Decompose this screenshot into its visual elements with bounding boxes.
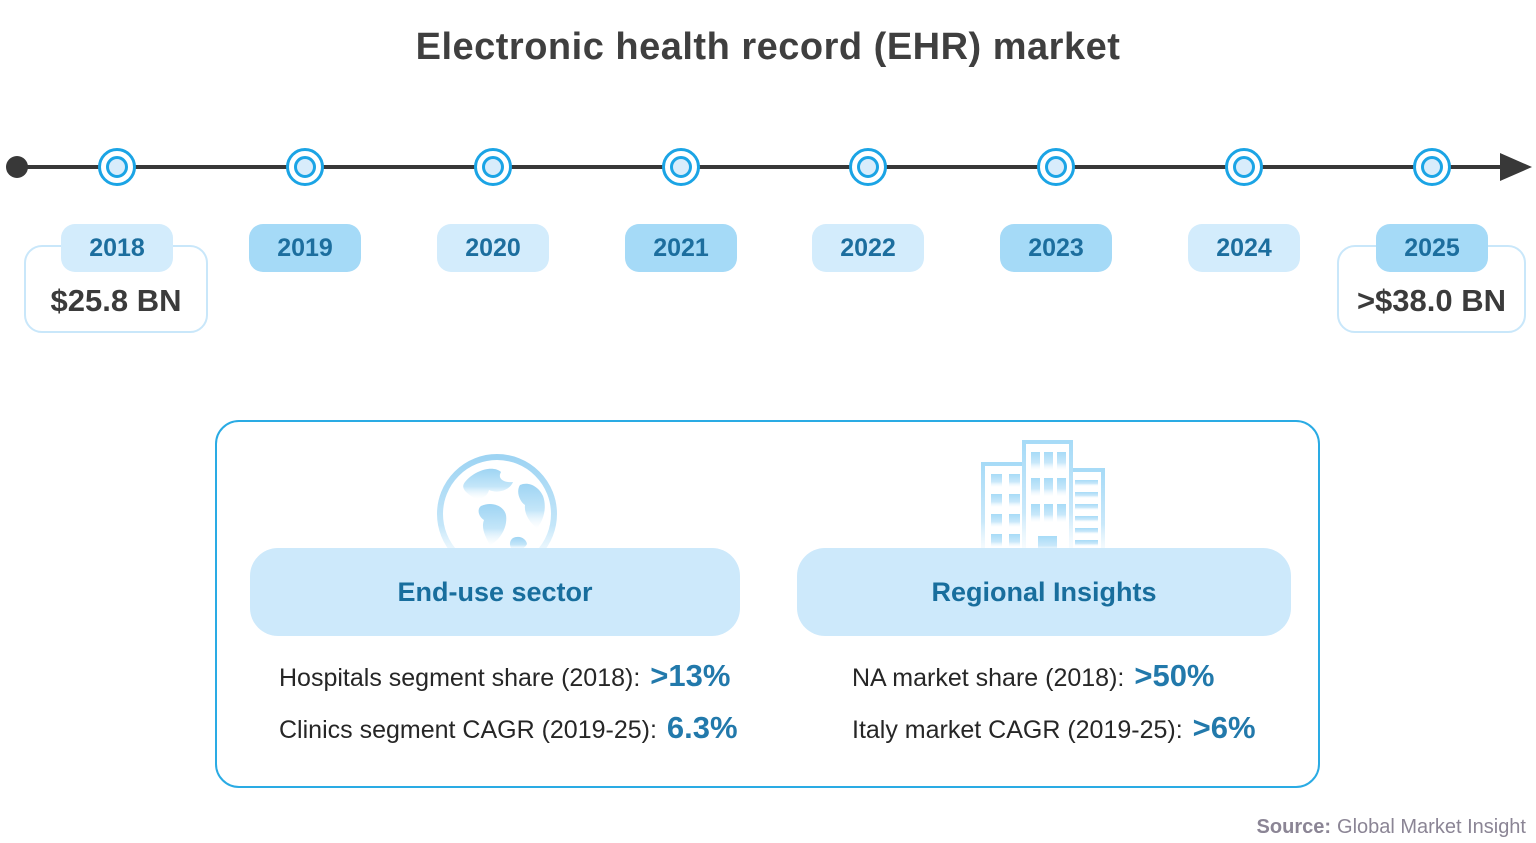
timeline-node-2020 [474,148,512,186]
year-badge-2019: 2019 [249,224,361,272]
timeline-start-dot [6,156,28,178]
timeline-node-inner [482,156,504,178]
timeline-node-inner [670,156,692,178]
timeline-node-inner [106,156,128,178]
timeline-node-inner [1045,156,1067,178]
end-use-stats: Hospitals segment share (2018): >13% Cli… [279,658,738,762]
stat-row-clinics: Clinics segment CAGR (2019-25): 6.3% [279,710,738,746]
stat-value: >13% [650,658,731,693]
year-badge-2018: 2018 [61,224,173,272]
timeline-axis [17,165,1505,169]
stat-label: Clinics segment CAGR (2019-25): [279,716,657,744]
stat-row-italy: Italy market CAGR (2019-25): >6% [852,710,1256,746]
year-badge-2025: 2025 [1376,224,1488,272]
timeline-node-inner [1421,156,1443,178]
timeline-node-inner [1233,156,1255,178]
source-text: Global Market Insight [1337,816,1526,838]
timeline-node-2022 [849,148,887,186]
stat-row-na: NA market share (2018): >50% [852,658,1256,694]
year-badge-2022: 2022 [812,224,924,272]
stat-value: 6.3% [666,710,738,745]
stat-value: >50% [1134,658,1215,693]
timeline-node-inner [857,156,879,178]
stat-label: NA market share (2018): [852,664,1125,692]
year-badge-2023: 2023 [1000,224,1112,272]
source-prefix: Source: [1256,816,1332,838]
timeline-node-2018 [98,148,136,186]
timeline-node-inner [294,156,316,178]
market-value-2018: $25.8 BN [50,283,182,318]
timeline-arrow-icon [1500,153,1532,181]
stat-value: >6% [1192,710,1256,745]
stat-label: Italy market CAGR (2019-25): [852,716,1183,744]
year-badge-2024: 2024 [1188,224,1300,272]
timeline-node-2023 [1037,148,1075,186]
market-value-2025: >$38.0 BN [1356,283,1507,318]
timeline-node-2024 [1225,148,1263,186]
stat-label: Hospitals segment share (2018): [279,664,641,692]
regional-insights-header: Regional Insights [797,548,1291,636]
buildings-icon [975,436,1107,567]
year-badge-2020: 2020 [437,224,549,272]
page-title: Electronic health record (EHR) market [415,26,1121,68]
timeline-node-2025 [1413,148,1451,186]
insights-panel: End-use sector Hospitals segment share (… [215,420,1320,788]
regional-stats: NA market share (2018): >50% Italy marke… [852,658,1256,762]
globe-icon [435,452,559,583]
source-note: Source: Global Market Insight [1257,816,1526,839]
stat-row-hospitals: Hospitals segment share (2018): >13% [279,658,738,694]
end-use-sector-header: End-use sector [250,548,740,636]
regional-insights-header-label: Regional Insights [931,576,1157,607]
timeline-node-2019 [286,148,324,186]
timeline-node-2021 [662,148,700,186]
year-badge-2021: 2021 [625,224,737,272]
end-use-sector-header-label: End-use sector [397,576,593,607]
